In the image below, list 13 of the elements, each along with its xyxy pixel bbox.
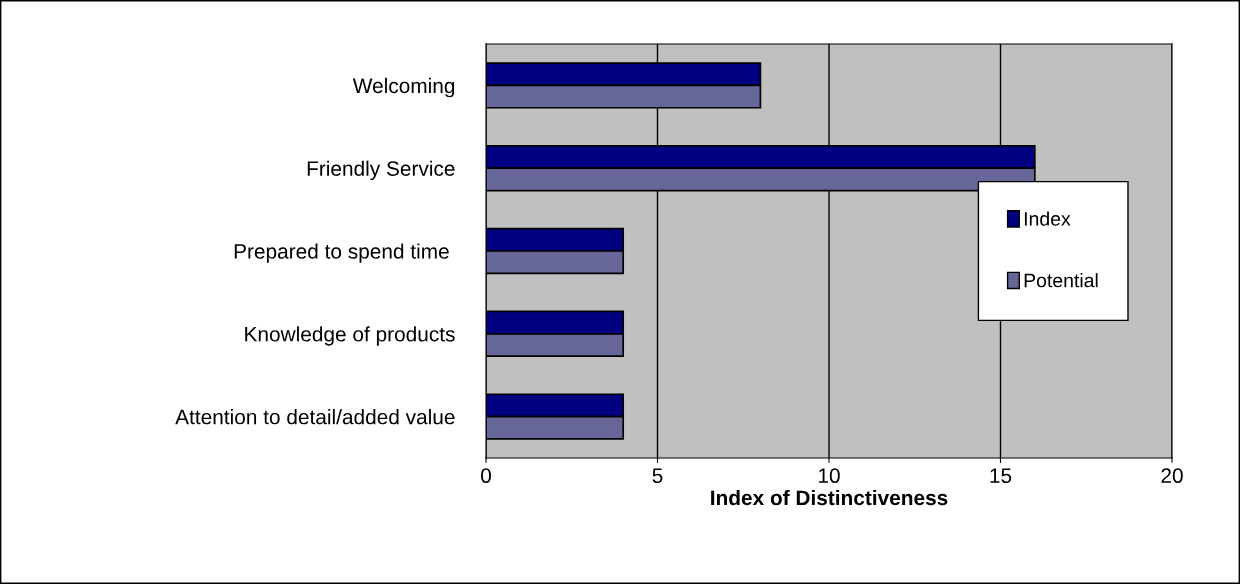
x-tick-label: 15: [990, 468, 1012, 484]
y-tick-label: Welcoming: [352, 77, 455, 98]
x-axis-title: Index of Distinctiveness: [711, 489, 948, 506]
legend-label: Potential: [1024, 273, 1098, 288]
y-tick-label: Knowledge of products: [245, 326, 455, 346]
legend-label: Index: [1024, 211, 1071, 226]
x-tick-label: 20: [1161, 468, 1183, 484]
y-tick-label: Prepared to spend time: [234, 243, 449, 263]
x-tick-label: 5: [652, 468, 663, 484]
y-tick-label: Friendly Service: [307, 160, 455, 181]
y-tick-label: Attention to detail/added value: [175, 409, 455, 425]
x-tick-label: 10: [819, 468, 840, 484]
x-tick-label: 0: [481, 468, 491, 484]
